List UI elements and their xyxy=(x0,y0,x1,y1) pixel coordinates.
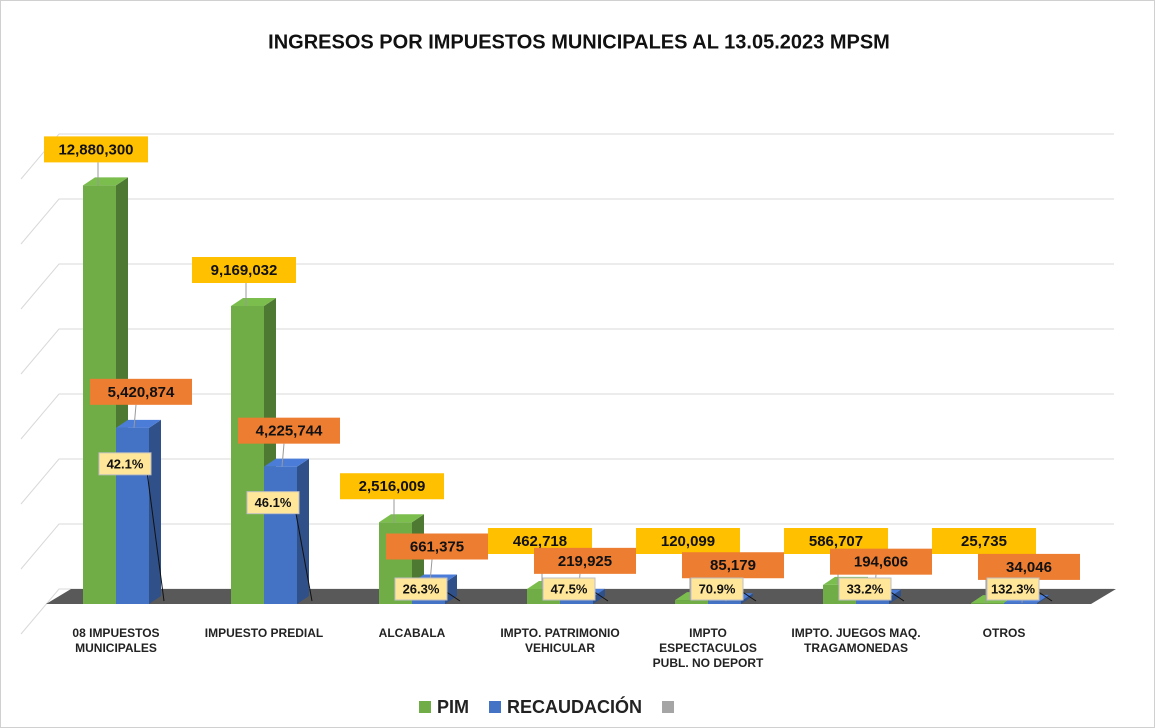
label-box xyxy=(44,136,148,163)
percent-box xyxy=(838,577,892,601)
x-tick-label: IMPTO. PATRIMONIO VEHICULAR xyxy=(500,626,620,655)
bar-face xyxy=(379,514,424,523)
x-tick-label: ALCABALA xyxy=(378,626,446,640)
legend-swatch xyxy=(419,701,431,713)
percent-box xyxy=(246,491,300,515)
bar xyxy=(116,419,161,604)
percent-label: 47.5% xyxy=(551,581,588,596)
grid-line xyxy=(20,263,1114,310)
legend-swatch xyxy=(489,701,502,713)
percent-box xyxy=(542,577,596,601)
bar-face xyxy=(741,593,753,604)
leader-line xyxy=(133,404,137,428)
bar-face xyxy=(149,419,161,604)
x-tick-label: IMPTO. JUEGOS MAQ. TRAGAMONEDAS xyxy=(791,626,921,655)
bar-front xyxy=(1004,602,1037,604)
leader-line xyxy=(293,502,313,602)
label-box xyxy=(192,257,296,284)
x-tick-label: 08 IMPUESTOS MUNICIPALES xyxy=(72,626,160,655)
data-label: 462,718 xyxy=(513,533,567,550)
grid-line xyxy=(20,328,1114,375)
data-label: 4,225,744 xyxy=(256,423,323,440)
label-box xyxy=(90,378,192,405)
data-label: 12,880,300 xyxy=(58,141,133,158)
bar-face xyxy=(116,419,161,428)
bar-front xyxy=(971,603,1004,604)
percent-label: 132.3% xyxy=(991,581,1036,596)
bar-face xyxy=(593,588,605,604)
data-label: 586,707 xyxy=(809,533,863,550)
bar-front xyxy=(231,306,264,604)
x-tick-label: IMPTO ESPECTACULOS PUBL. NO DEPORT xyxy=(652,626,764,670)
percent-label: 33.2% xyxy=(847,581,884,596)
label-box xyxy=(682,552,784,579)
percent-label: 26.3% xyxy=(403,581,440,596)
grid-line xyxy=(20,198,1114,245)
bar-front xyxy=(264,466,297,604)
label-box xyxy=(534,547,636,574)
label-box xyxy=(386,533,488,560)
bar-face xyxy=(889,589,901,604)
legend-label: PIM xyxy=(437,697,469,717)
chart-title: INGRESOS POR IMPUESTOS MUNICIPALES AL 13… xyxy=(268,31,890,53)
label-box xyxy=(978,553,1080,580)
percent-label: 70.9% xyxy=(699,581,736,596)
legend-label: RECAUDACIÓN xyxy=(507,696,642,717)
bar xyxy=(264,458,309,604)
bar-front xyxy=(856,597,889,604)
label-box xyxy=(340,473,444,500)
data-label: 194,606 xyxy=(854,554,908,571)
percent-label: 42.1% xyxy=(107,456,144,471)
percent-box xyxy=(986,577,1040,601)
bar-face xyxy=(231,298,276,307)
data-label: 661,375 xyxy=(410,538,464,555)
percent-box xyxy=(98,452,152,476)
bar-front xyxy=(675,600,708,604)
bar-face xyxy=(83,177,128,186)
label-box xyxy=(830,548,932,575)
data-label: 5,420,874 xyxy=(108,384,175,401)
grid-line xyxy=(20,458,1114,505)
percent-box xyxy=(690,577,744,601)
grid-line xyxy=(20,523,1114,570)
data-label: 2,516,009 xyxy=(359,478,426,495)
percent-box xyxy=(394,577,448,601)
x-tick-label: OTROS xyxy=(982,626,1026,640)
legend-swatch xyxy=(662,701,675,713)
data-label: 219,925 xyxy=(558,553,612,570)
grid-line xyxy=(20,393,1114,440)
data-label: 120,099 xyxy=(661,533,715,550)
label-box xyxy=(636,528,740,554)
bar-face xyxy=(264,458,309,467)
leader-line xyxy=(281,443,285,467)
percent-label: 46.1% xyxy=(255,495,292,510)
x-tick-label: IMPUESTO PREDIAL xyxy=(204,626,324,640)
data-label: 34,046 xyxy=(1006,559,1052,576)
leader-line xyxy=(145,463,165,602)
grid-line xyxy=(20,133,1114,180)
label-box xyxy=(932,528,1036,554)
data-label: 25,735 xyxy=(961,533,1007,550)
data-label: 9,169,032 xyxy=(211,262,278,279)
bar-front xyxy=(708,601,741,604)
data-label: 85,179 xyxy=(710,557,756,574)
label-box xyxy=(238,417,340,444)
